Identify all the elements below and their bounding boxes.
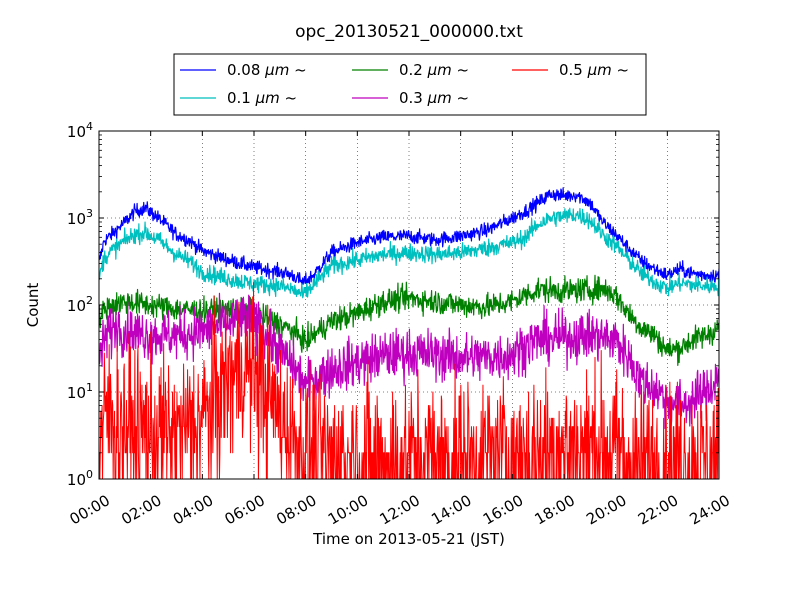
legend-label-unit: μm	[255, 89, 280, 107]
x-tick-label: 08:00	[273, 491, 319, 528]
x-tick-label: 22:00	[635, 491, 681, 528]
y-tick-label: 103	[67, 207, 93, 228]
y-tick-label: 101	[67, 381, 93, 402]
x-axis-label: Time on 2013-05-21 (JST)	[312, 530, 505, 548]
y-tick-label-base: 10	[67, 210, 86, 228]
legend-label: 0.08 μm ~	[227, 61, 307, 79]
x-tick-label: 10:00	[325, 491, 371, 528]
y-tick-label-exponent: 0	[86, 468, 93, 481]
legend-label-suffix: ~	[452, 61, 469, 79]
y-tick-label-base: 10	[67, 297, 86, 315]
legend-label-unit: μm	[427, 61, 452, 79]
x-tick-label: 16:00	[480, 491, 526, 528]
y-axis-label: Count	[24, 283, 42, 328]
series-line-2	[99, 274, 719, 366]
plot-area	[98, 130, 720, 480]
legend-label-suffix: ~	[452, 89, 469, 107]
x-tick-label: 14:00	[428, 491, 474, 528]
y-tick-label: 102	[67, 294, 93, 315]
legend-label-size: 0.3	[399, 89, 428, 107]
legend-label: 0.5 μm ~	[559, 61, 629, 79]
legend-label-size: 0.2	[399, 61, 428, 79]
y-tick-label-exponent: 3	[86, 207, 93, 220]
x-tick-label: 20:00	[583, 491, 629, 528]
chart-title: opc_20130521_000000.txt	[295, 22, 523, 42]
x-tick-label: 18:00	[532, 491, 578, 528]
legend-label-suffix: ~	[612, 61, 629, 79]
axis-ticks	[98, 130, 720, 480]
x-axis-tick-labels: 00:00 02:00 04:00 06:00 08:00 10:00 12:00 14:00…	[67, 491, 733, 528]
series-line-3	[99, 292, 719, 429]
y-tick-label: 100	[67, 468, 93, 489]
legend-label: 0.3 μm ~	[399, 89, 469, 107]
x-tick-label: 00:00	[67, 491, 113, 528]
legend-label: 0.2 μm ~	[399, 61, 469, 79]
x-tick-label: 12:00	[377, 491, 423, 528]
y-tick-label-base: 10	[67, 471, 86, 489]
x-tick-label: 24:00	[687, 491, 733, 528]
series-line-1	[99, 207, 719, 299]
legend-label: 0.1 μm ~	[227, 89, 297, 107]
legend-label-size: 0.08	[227, 61, 265, 79]
legend-label-unit: μm	[587, 61, 612, 79]
legend-label-size: 0.5	[559, 61, 588, 79]
legend-box	[173, 53, 647, 116]
y-tick-label-base: 10	[67, 123, 86, 141]
series-line-0	[99, 187, 719, 286]
series-layer	[99, 187, 719, 479]
legend-label-size: 0.1	[227, 89, 256, 107]
series-line-4	[99, 282, 719, 479]
x-tick-label: 06:00	[222, 491, 268, 528]
legend: 0.08 μm ~0.1 μm ~0.2 μm ~0.3 μm ~0.5 μm …	[173, 53, 647, 116]
legend-label-unit: μm	[427, 89, 452, 107]
y-tick-label-exponent: 2	[86, 294, 93, 307]
y-tick-label-exponent: 1	[86, 381, 93, 394]
legend-label-suffix: ~	[289, 61, 306, 79]
x-tick-label: 02:00	[118, 491, 164, 528]
y-tick-label-exponent: 4	[86, 120, 93, 133]
x-tick-label: 04:00	[170, 491, 216, 528]
legend-label-suffix: ~	[280, 89, 297, 107]
y-tick-label-base: 10	[67, 384, 86, 402]
y-tick-label: 104	[67, 120, 93, 141]
legend-label-unit: μm	[264, 61, 289, 79]
